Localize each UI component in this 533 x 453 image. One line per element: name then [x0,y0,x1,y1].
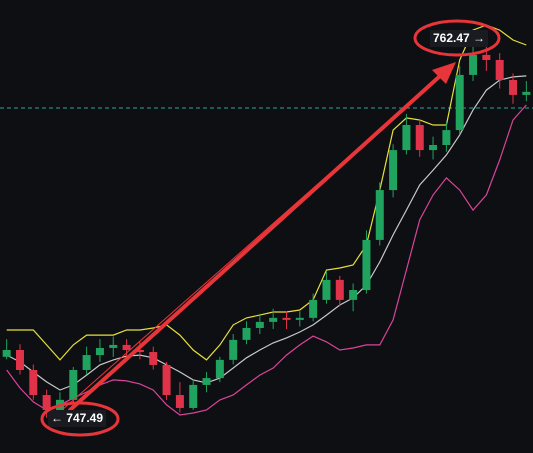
candle-body [149,352,158,365]
candle-body [175,395,184,408]
plot-area [0,24,533,418]
candle-body [522,91,531,95]
candle-body [442,130,451,146]
candle-body [162,364,171,396]
candle-body [2,349,11,357]
candle-body [189,384,198,408]
candle-body [335,279,344,300]
candle-body [509,79,518,95]
candle-body [15,349,24,370]
candle-body [415,125,424,151]
candle-body [229,339,238,360]
candle-body [469,54,478,75]
candle-body [389,150,398,191]
candle-body [295,317,304,320]
candle-body [309,299,318,318]
label-box [48,410,106,427]
candle-body [242,327,251,340]
candle-body [375,190,384,240]
candle-body [402,125,411,151]
candle-body [495,59,504,80]
arrow-head [432,62,456,84]
candle-body [95,347,104,356]
candle-body [322,279,331,300]
candle-body [269,317,278,322]
candle-body [202,378,211,385]
high-highlight [413,19,501,57]
candle-body [109,344,118,348]
label-box [430,30,488,47]
annotation-layer: ← 747.49 762.47 → [40,19,501,437]
annotation-arrow [68,74,442,412]
candle-body [29,369,38,396]
candle-body [69,369,78,400]
band-line [6,24,527,361]
low-highlight [40,401,120,437]
candle-body [455,74,464,131]
candle-body [349,290,358,300]
candle-body [135,349,144,353]
candle-body [282,317,291,320]
candle-body [362,239,371,291]
candle-body [82,355,91,370]
candle-body [429,145,438,151]
high-label: 762.47 → [433,31,485,45]
candle-body [42,395,51,410]
low-label: ← 747.49 [51,411,103,425]
band-line [6,75,527,391]
candle-body [255,321,264,328]
candle-body [122,344,131,350]
candle-body [215,359,224,379]
candle-body [482,54,491,60]
